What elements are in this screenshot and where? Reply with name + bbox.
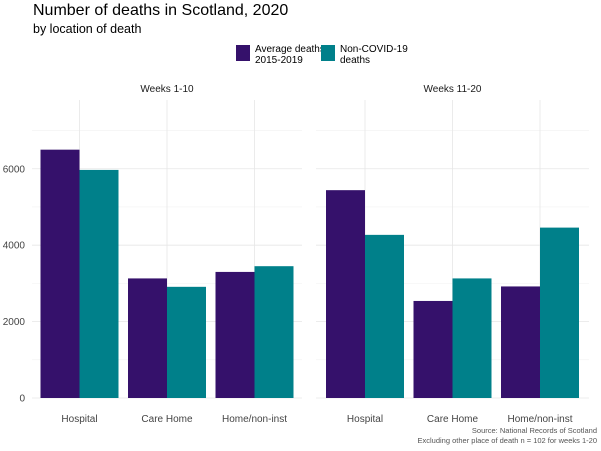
x-tick-label: Hospital [61,414,97,425]
bar [540,227,579,398]
x-tick-label: Home/non-inst [222,414,287,425]
bar [79,169,119,398]
caption-note: Excluding other place of death n = 102 f… [418,436,598,445]
legend-label-average-line2: 2015-2019 [255,55,303,66]
bar [413,300,453,398]
legend-label-average-line1: Average deaths [255,44,325,55]
x-tick-label: Hospital [347,414,383,425]
bar [326,190,365,398]
y-tick-label: 0 [19,394,25,405]
y-tick-label: 2000 [3,317,26,328]
caption-source: Source: National Records of Scotland [472,426,597,435]
bar [254,266,294,398]
bar [128,278,167,398]
y-tick-label: 6000 [3,164,26,175]
x-tick-label: Care Home [427,414,479,425]
legend-swatch-non-covid [321,45,335,61]
legend-swatch-average [236,45,250,61]
bar [215,271,255,398]
x-tick-label: Care Home [141,414,193,425]
legend-label-non-covid-line1: Non-COVID-19 [340,44,408,55]
x-tick-label: Home/non-inst [507,414,572,425]
legend-label-non-covid-line2: deaths [340,55,370,66]
bar [501,286,540,398]
chart-subtitle: by location of death [33,22,141,36]
y-tick-label: 4000 [3,241,26,252]
legend: Average deaths 2015-2019 Non-COVID-19 de… [236,44,408,66]
bar [365,234,404,398]
facet-label: Weeks 1-10 [140,84,194,95]
facet-label: Weeks 11-20 [424,84,482,95]
chart-title: Number of deaths in Scotland, 2020 [33,2,288,19]
bar [40,149,80,398]
bar [452,278,492,398]
bar [167,286,206,398]
plot-area: 0 2000 4000 6000 Weeks 1-10 Hospital Care Home… [3,84,589,425]
